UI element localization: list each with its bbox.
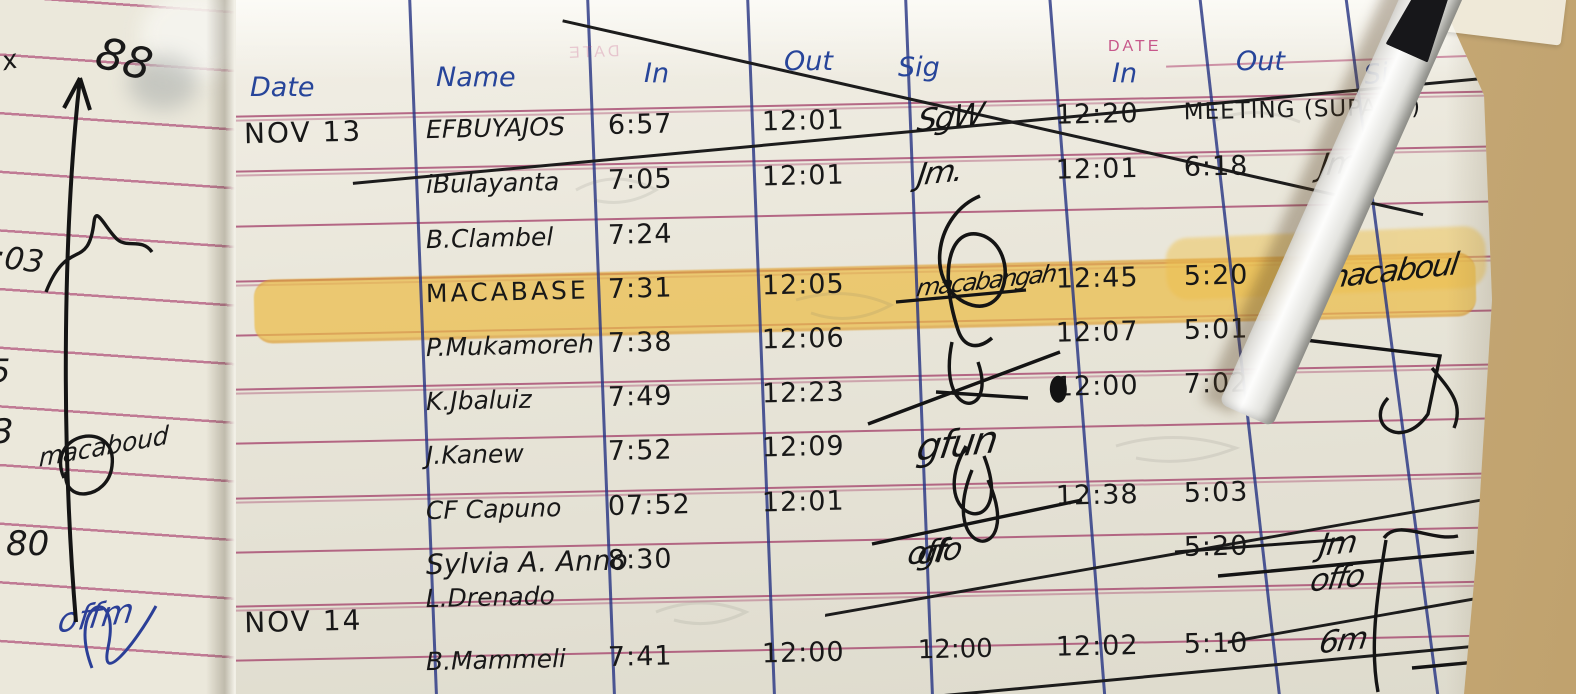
cell-signature-pm: 6m [1316,620,1369,662]
printed-date-label: DATE [1108,38,1162,55]
header-sig: Sig [898,52,940,83]
header-out2: Out [1236,46,1285,77]
cell-name: iBulayanta [425,167,560,200]
cell-time-out: 12:23 [761,376,846,410]
cell-signature: Jm. [914,152,964,194]
cell-name: MACABASE [425,275,589,309]
margin-note: :03 [0,239,46,281]
header-date: Date [250,72,315,103]
gray-smudge [128,55,198,110]
printed-date-label-bleedthrough: DATE [565,43,620,62]
cell-time-in: 7:31 [607,272,673,305]
cell-name: K.Jbaluiz [425,384,533,417]
cell-time-out: 12:05 [761,268,846,302]
cell-time-in: 7:49 [607,380,673,413]
cell-time-in-pm: 12:20 [1055,97,1139,131]
cell-time-in: 8:30 [607,543,673,576]
cell-time-out: 12:00 [761,636,846,670]
cell-time-in-pm: 12:38 [1055,478,1139,512]
cell-name: Sylvia A. Anno [425,543,629,582]
margin-note: 80 [6,524,50,564]
cell-time-in-pm: 12:02 [1055,629,1139,663]
cell-time-in-pm: 12:00 [1055,369,1139,403]
cell-time-in: 7:52 [607,434,673,467]
cell-time-in: 7:38 [607,326,673,359]
page-top-light [236,0,1492,80]
cell-time-out-pm: 5:10 [1183,627,1249,660]
cell-date: NOV 13 [243,114,363,151]
margin-note: 3 [0,412,14,452]
header-name: Name [436,62,516,93]
cell-time-in-pm: 12:01 [1055,152,1139,186]
cell-time-out: 12:01 [761,159,846,193]
underlying-page-edge: x 88 :03 5 3 macaboud 80 offm [0,0,240,694]
cell-signature: gf [915,533,948,573]
cell-name: CF Capuno [425,493,562,526]
margin-note: 5 [0,352,10,390]
cell-time-out-pm: 6:18 [1183,150,1249,183]
cell-signature: macabangah [914,259,1058,303]
cell-name: P.Mukamoreh [425,329,595,363]
cell-name: L.Drenado [425,581,556,614]
cell-name: B.Clambel [425,222,554,255]
cell-time-out: 12:01 [761,485,846,519]
cell-time-in: 07:52 [607,489,692,522]
cell-time-in: 7:05 [607,163,673,196]
cell-name: J.Kanew [425,438,525,471]
cell-time-in: 7:24 [607,218,673,251]
cell-time-out-pm-crossed: 5:20 [1183,530,1249,563]
cell-time-in: 7:41 [607,640,673,673]
logbook-page: Date Name In Out Sig In Out Sig DATE DAT… [236,0,1492,694]
page-edge-shadow [1446,0,1492,694]
cell-time-in: 6:57 [607,108,673,141]
cell-name: B.Mammeli [425,643,567,677]
ruled-lines-underpage [0,0,240,694]
cell-signature: gfun [914,417,1000,470]
cell-time-in-pm: 12:45 [1055,261,1139,295]
cell-time-in-pm: 12:07 [1055,315,1139,349]
cell-time-out: 12:01 [761,104,846,138]
header-in2: In [1112,58,1138,89]
page-fold-shadow [206,0,240,694]
cell-signature: SgW [914,96,985,140]
cell-time-out-pm: 5:03 [1183,476,1249,509]
cell-time-out: 12:09 [761,430,846,464]
header-in: In [644,58,670,89]
cell-signature-pm: Jm [1316,523,1358,564]
cell-time-out: 12:06 [761,322,846,356]
cell-time-out-pm: 5:20 [1183,259,1249,292]
cell-date: NOV 14 [243,603,363,639]
